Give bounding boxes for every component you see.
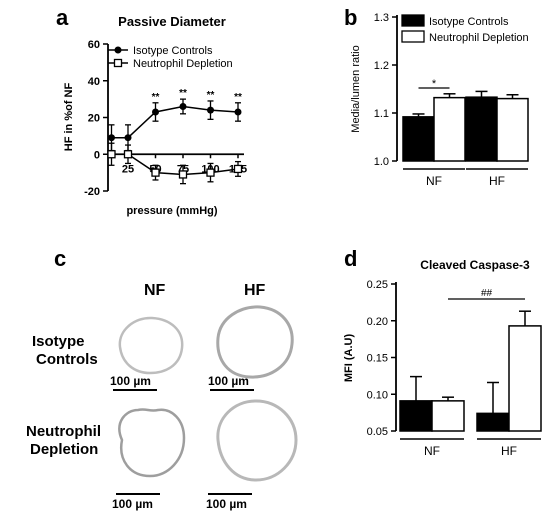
legend-label: Neutrophil Depletion xyxy=(429,32,529,44)
data-point xyxy=(151,168,160,177)
y-tick-label: 1.0 xyxy=(374,156,389,168)
bar xyxy=(508,325,542,432)
cleaved-caspase-chart: Cleaved Caspase-3 0.05 0.10 0.15 0.20 0.25 MFI… xyxy=(343,258,542,458)
data-point xyxy=(207,106,214,114)
vessel-image-hf-depletion xyxy=(216,399,298,482)
legend-label: Isotype Controls xyxy=(133,45,213,57)
chart-title: Passive Diameter xyxy=(118,14,226,29)
scale-bar-line xyxy=(113,389,157,391)
significance-marker: ** xyxy=(234,92,242,103)
scale-bar-label: 100 µm xyxy=(206,497,247,511)
bar xyxy=(402,116,435,162)
data-point xyxy=(233,164,243,174)
y-tick-label: 40 xyxy=(88,76,100,88)
y-tick-label: -20 xyxy=(84,186,100,198)
scale-bar-label: 100 µm xyxy=(208,374,249,388)
x-axis-label: pressure (mmHg) xyxy=(126,205,217,217)
legend-marker xyxy=(114,46,122,54)
y-tick-label: 1.3 xyxy=(374,12,389,24)
scale-bar-line xyxy=(208,493,252,495)
vessel-image-nf-depletion xyxy=(118,408,186,478)
panel-letter-d: d xyxy=(344,246,358,271)
y-tick-label: 1.1 xyxy=(374,108,389,120)
x-category-label: HF xyxy=(489,174,505,188)
chart-title: Cleaved Caspase-3 xyxy=(420,258,530,272)
panel-letter-a: a xyxy=(56,5,69,30)
bar xyxy=(399,400,433,432)
row-label-line-1: Isotype xyxy=(32,333,85,350)
vessel-micrographs xyxy=(118,305,298,482)
data-point xyxy=(178,170,188,179)
significance-marker: ** xyxy=(152,92,160,103)
x-category-label: NF xyxy=(426,174,442,188)
data-point xyxy=(123,150,133,159)
data-point xyxy=(206,168,215,177)
legend-label: Neutrophil Depletion xyxy=(133,58,233,70)
y-axis-label: Media/lumen ratio xyxy=(350,45,362,132)
legend-swatch xyxy=(401,30,425,43)
panel-letter-c: c xyxy=(54,246,67,271)
y-tick-label: 0.25 xyxy=(367,279,388,291)
row-label-line-2: Depletion xyxy=(30,441,99,458)
legend-swatch xyxy=(401,14,425,27)
row-label-line-2: Controls xyxy=(36,351,98,368)
significance-marker: ** xyxy=(207,90,215,101)
y-tick-label: 0.10 xyxy=(367,389,388,401)
significance-marker: ** xyxy=(179,88,187,99)
bar xyxy=(476,412,510,432)
bar xyxy=(431,400,465,432)
significance-marker: ## xyxy=(481,288,493,299)
data-point xyxy=(179,102,187,110)
scale-bar-line xyxy=(210,389,254,391)
bar xyxy=(433,96,466,162)
series-line xyxy=(111,105,239,139)
y-axis-label: HF in %of NF xyxy=(63,83,75,152)
media-lumen-ratio-chart: 1.0 1.1 1.2 1.3 Media/lumen ratio NF HF * Isotyp… xyxy=(350,12,529,188)
row-label-neutrophil-depletion: Neutrophil Depletion xyxy=(26,423,101,459)
scale-bar-label: 100 µm xyxy=(110,374,151,388)
row-label-line-1: Neutrophil xyxy=(26,423,101,440)
row-label-isotype-controls: Isotype Controls xyxy=(28,333,98,369)
column-label-nf: NF xyxy=(144,282,166,299)
vessel-image-nf-isotype xyxy=(118,316,184,375)
legend-label: Isotype Controls xyxy=(429,16,509,28)
x-category-label: NF xyxy=(424,444,440,458)
x-tick-label: 25 xyxy=(122,163,134,175)
data-point xyxy=(124,134,132,142)
data-point xyxy=(107,150,116,159)
passive-diameter-chart: Passive Diameter-200204060255075100125pr… xyxy=(63,14,247,217)
bar xyxy=(496,97,529,162)
y-tick-label: 0.15 xyxy=(367,353,388,365)
data-point xyxy=(234,108,242,116)
y-tick-label: 0 xyxy=(94,149,100,161)
x-category-label: HF xyxy=(501,444,517,458)
y-tick-label: 1.2 xyxy=(374,60,389,72)
panel-letter-b: b xyxy=(344,5,358,30)
y-tick-label: 20 xyxy=(88,113,100,125)
y-tick-label: 0.05 xyxy=(367,426,388,438)
bar xyxy=(465,96,498,162)
column-label-hf: HF xyxy=(244,282,266,299)
y-tick-label: 0.20 xyxy=(367,316,388,328)
y-axis-label: MFI (A.U) xyxy=(343,334,355,383)
scale-bar-label: 100 µm xyxy=(112,497,153,511)
vessel-image-hf-isotype xyxy=(216,305,294,379)
data-point xyxy=(108,134,115,142)
data-point xyxy=(152,108,159,116)
legend-marker xyxy=(113,58,123,68)
scale-bar-line xyxy=(116,493,160,495)
y-tick-label: 60 xyxy=(88,39,100,51)
significance-marker: * xyxy=(432,78,437,90)
